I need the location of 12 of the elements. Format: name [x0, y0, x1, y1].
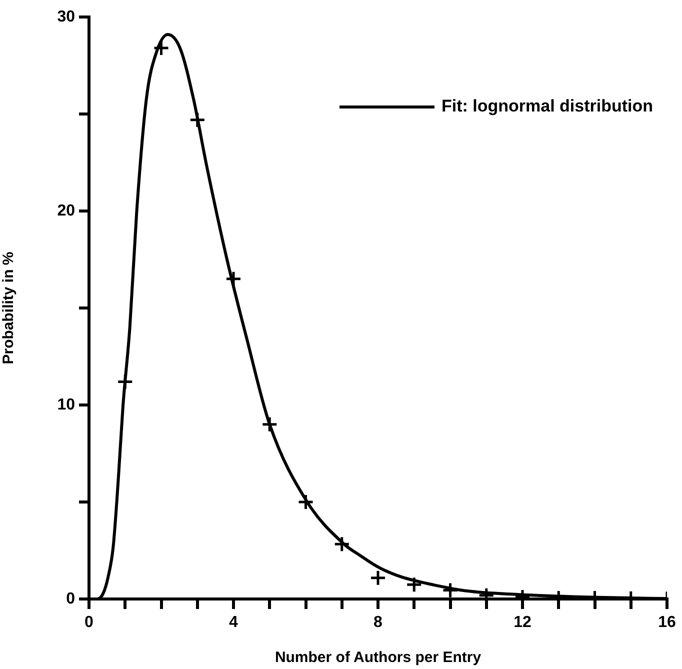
- x-tick-label: 4: [229, 614, 238, 632]
- y-axis-title: Probability in %: [0, 252, 18, 364]
- y-tick-label: 0: [66, 590, 76, 608]
- y-tick-label: 20: [57, 202, 76, 220]
- text: Fit: lognormal distribution: [441, 96, 653, 116]
- y-tick-label: 10: [57, 396, 76, 414]
- x-tick-label: 8: [374, 614, 383, 632]
- x-tick-label: 0: [84, 614, 94, 632]
- x-axis-title: Number of Authors per Entry: [274, 649, 482, 666]
- y-tick-label: 30: [57, 8, 76, 26]
- x-tick-label: 12: [514, 614, 532, 632]
- x-tick-label: 16: [658, 614, 676, 632]
